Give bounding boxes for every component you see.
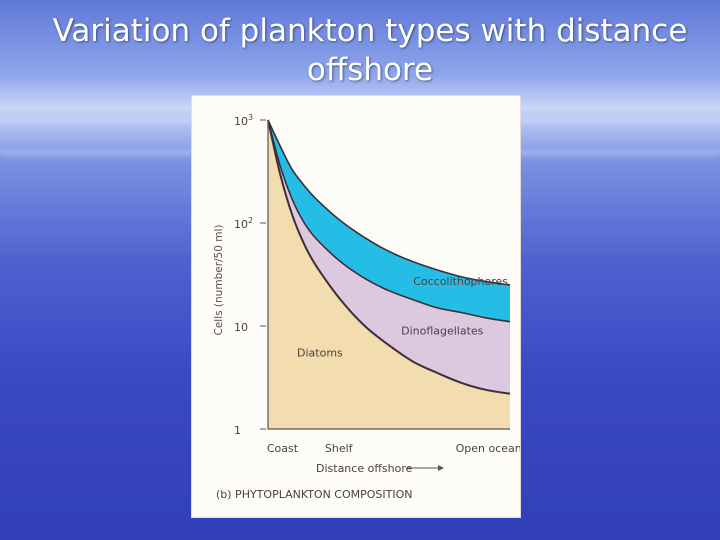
x-axis-arrow [406, 465, 444, 471]
x-tick-label: Shelf [325, 442, 354, 455]
series-labels: Diatoms Dinoflagellates Coccolithophores [297, 275, 508, 360]
series-areas [268, 120, 510, 429]
slide-title: Variation of plankton types with distanc… [52, 13, 688, 88]
y-tick-exponent: 3 [248, 113, 253, 122]
series-label-coccolithophores: Coccolithophores [413, 275, 508, 288]
curve-diatoms [267, 119, 511, 395]
y-tick-label: 102 [234, 216, 253, 231]
series-label-dinoflagellates: Dinoflagellates [401, 325, 484, 338]
x-axis-label: Distance offshore [316, 462, 413, 475]
curve-coccolithophores [267, 119, 511, 286]
figure-caption: (b) PHYTOPLANKTON COMPOSITION [216, 488, 413, 501]
x-ticks: Coast Shelf Open ocean [267, 442, 522, 455]
y-ticks: 1 10 102 103 [234, 113, 266, 437]
area-diatoms [268, 120, 510, 429]
curve-dinoflagellates [267, 119, 511, 323]
chart-figure: 1 10 102 103 Coast Shelf Open ocean Diatoms Di… [192, 96, 522, 517]
series-curves [267, 119, 511, 395]
y-tick-label: 103 [234, 113, 253, 128]
axes [267, 120, 510, 430]
y-tick-label: 1 [234, 424, 241, 437]
series-label-diatoms: Diatoms [297, 347, 343, 360]
y-tick-exponent: 2 [248, 216, 253, 225]
x-tick-label: Open ocean [456, 442, 520, 455]
x-tick-label: Coast [267, 442, 299, 455]
y-tick-label: 10 [234, 321, 248, 334]
y-axis-label: Cells (number/50 ml) [213, 225, 225, 336]
area-dinoflagellates [268, 120, 510, 394]
area-coccolithophores [268, 120, 510, 322]
